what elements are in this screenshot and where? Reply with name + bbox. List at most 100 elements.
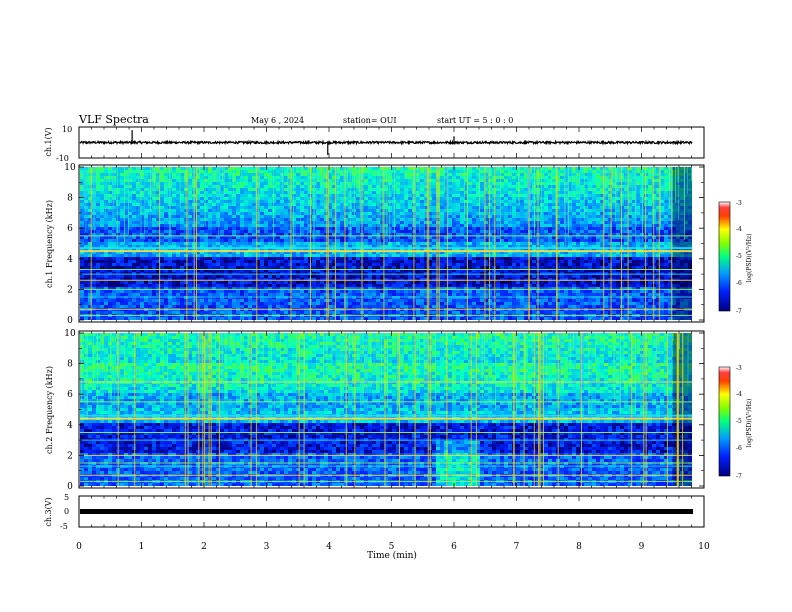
spec-cell	[512, 179, 517, 183]
spec-cell	[584, 236, 589, 240]
spec-cell	[600, 206, 605, 210]
spec-cell	[176, 176, 181, 180]
spec-cell	[628, 203, 633, 207]
spec-cell	[392, 245, 397, 249]
spec-cell	[656, 236, 661, 240]
spec-cell	[356, 260, 361, 264]
spec-cell	[116, 224, 121, 228]
spec-cell	[488, 203, 493, 207]
spec-cell	[364, 257, 369, 261]
spec-cell	[540, 212, 545, 216]
spec-cell	[436, 224, 441, 228]
spec-cell	[104, 209, 109, 213]
spec-cell	[148, 254, 153, 258]
spec-cell	[356, 167, 361, 171]
spec-cell	[200, 260, 205, 264]
spec-cell	[96, 194, 101, 198]
spec-cell	[544, 260, 549, 264]
spec-cell	[664, 194, 669, 198]
spec-cell	[584, 170, 589, 174]
spec-cell	[220, 194, 225, 198]
spec-cell	[176, 209, 181, 213]
spec-cell	[352, 257, 357, 261]
spec-cell	[364, 248, 369, 252]
spec-cell	[476, 248, 481, 252]
spec-cell	[424, 212, 429, 216]
spec-cell	[92, 239, 97, 243]
spec-cell	[220, 257, 225, 261]
spec-cell	[476, 251, 481, 255]
spec-cell	[212, 260, 217, 264]
spec-cell	[196, 245, 201, 249]
spec-cell	[156, 173, 161, 177]
spec-cell	[620, 242, 625, 246]
spec-cell	[428, 215, 433, 219]
spec-cell	[248, 209, 253, 213]
spec-cell	[168, 260, 173, 264]
spec-cell	[496, 251, 501, 255]
spec-cell	[548, 248, 553, 252]
spec-cell	[304, 233, 309, 237]
spec-cell	[276, 212, 281, 216]
spec-cell	[272, 188, 277, 192]
spec-cell	[276, 227, 281, 231]
spec-cell	[284, 233, 289, 237]
spec-cell	[604, 206, 609, 210]
spec-cell	[484, 245, 489, 249]
spec-cell	[508, 242, 513, 246]
spec-cell	[236, 200, 241, 204]
spec-cell	[212, 176, 217, 180]
spec-cell	[416, 263, 421, 267]
spec-cell	[512, 245, 517, 249]
spec-cell	[588, 206, 593, 210]
spec-cell	[456, 206, 461, 210]
spec-cell	[180, 173, 185, 177]
spec-cell	[132, 254, 137, 258]
spec-cell	[552, 182, 557, 186]
spec-cell	[304, 221, 309, 225]
spec-cell	[508, 191, 513, 195]
spec-cell	[632, 233, 637, 237]
spec-cell	[248, 200, 253, 204]
spec-cell	[320, 263, 325, 267]
spec-cell	[448, 227, 453, 231]
spec-cell	[528, 179, 533, 183]
spec-cell	[544, 185, 549, 189]
spec-cell	[504, 254, 509, 258]
spec-cell	[220, 248, 225, 252]
spec-cell	[600, 173, 605, 177]
spec-cell	[212, 170, 217, 174]
spec-cell	[400, 203, 405, 207]
spec-cell	[140, 257, 145, 261]
spec-cell	[660, 239, 665, 243]
spec-cell	[92, 176, 97, 180]
spec-cell	[140, 260, 145, 264]
spec-cell	[188, 221, 193, 225]
spec-cell	[356, 176, 361, 180]
spec-cell	[392, 242, 397, 246]
spec-cell	[244, 176, 249, 180]
spec-cell	[288, 248, 293, 252]
spec-cell	[268, 227, 273, 231]
spec-cell	[584, 239, 589, 243]
spec-cell	[636, 248, 641, 252]
spec-cell	[248, 260, 253, 264]
spec-cell	[552, 257, 557, 261]
spec-cell	[608, 260, 613, 264]
spec-cell	[164, 203, 169, 207]
spec-cell	[488, 239, 493, 243]
spec-cell	[560, 260, 565, 264]
spec-cell	[420, 215, 425, 219]
spec-cell	[248, 176, 253, 180]
spec-cell	[140, 194, 145, 198]
spec-cell	[140, 212, 145, 216]
spec-cell	[296, 248, 301, 252]
spec-cell	[456, 242, 461, 246]
spec-cell	[468, 254, 473, 258]
spec-cell	[292, 224, 297, 228]
spec-cell	[656, 182, 661, 186]
spec-cell	[144, 176, 149, 180]
spec-cell	[244, 254, 249, 258]
spec-cell	[548, 236, 553, 240]
spec-cell	[596, 254, 601, 258]
